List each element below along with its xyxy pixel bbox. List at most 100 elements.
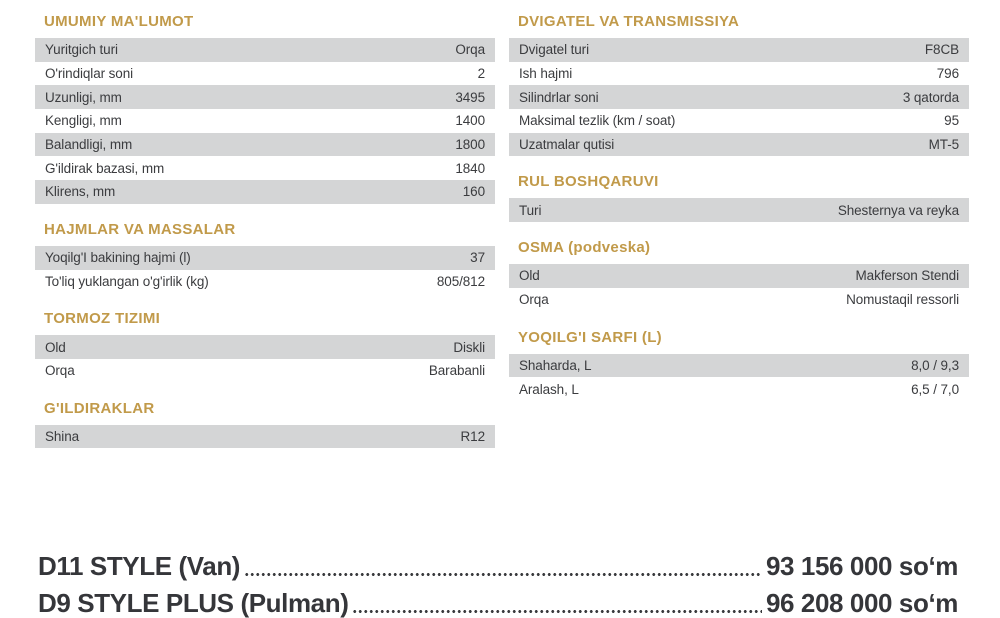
spec-row: Ish hajmi 796: [509, 62, 969, 86]
price-row-d9-style-plus: D9 STYLE PLUS (Pulman) 96 208 000 so‘m: [38, 587, 958, 618]
spec-label: To'liq yuklangan o'g'irlik (kg): [45, 273, 209, 289]
section-title: OSMA (podveska): [518, 239, 651, 257]
spec-label: Aralash, L: [519, 381, 579, 397]
price-list: D11 STYLE (Van) 93 156 000 so‘m D9 STYLE…: [38, 550, 958, 618]
spec-value: 95: [944, 113, 959, 129]
dotted-leader: [244, 572, 762, 577]
section-title: G'ILDIRAKLAR: [44, 399, 155, 417]
spec-value: 3 qatorda: [902, 89, 959, 105]
spec-value: Barabanli: [428, 363, 485, 379]
spec-label: Orqa: [45, 363, 75, 379]
spec-value: Diskli: [453, 339, 485, 355]
spec-label: G'ildirak bazasi, mm: [45, 160, 165, 176]
spec-label: Yoqilg'I bakining hajmi (l): [45, 250, 191, 266]
spec-value: R12: [460, 428, 486, 444]
spec-row: Yoqilg'I bakining hajmi (l) 37: [35, 245, 495, 270]
spec-label: Ish hajmi: [519, 66, 573, 82]
spec-value: 3495: [455, 89, 485, 105]
spec-value: 1800: [455, 137, 485, 153]
spec-table: Shina R12: [35, 424, 495, 449]
spec-label: Klirens, mm: [45, 184, 116, 200]
spec-table: Old Diskli Orqa Barabanli: [35, 335, 495, 382]
spec-row: Dvigatel turi F8CB: [509, 38, 969, 62]
spec-table: Yuritgich turi Orqa O'rindiqlar soni 2 U…: [35, 38, 495, 204]
price-value: 93 156 000 so‘m: [765, 551, 958, 582]
spec-column-right: DVIGATEL VA TRANSMISSIYA Dvigatel turi F…: [509, 13, 969, 448]
section-title: HAJMLAR VA MASSALAR: [44, 220, 236, 238]
spec-row: Shaharda, L 8,0 / 9,3: [509, 353, 969, 378]
spec-label: Kengligi, mm: [45, 113, 122, 129]
spec-label: Uzunligi, mm: [45, 89, 122, 105]
price-model-name: D11 STYLE (Van): [38, 551, 241, 582]
section-title: RUL BOSHQARUVI: [518, 173, 659, 191]
spec-table: Dvigatel turi F8CB Ish hajmi 796 Silindr…: [509, 38, 969, 157]
spec-row: Kengligi, mm 1400: [35, 109, 495, 133]
spec-value: 37: [470, 250, 485, 266]
spec-row: Aralash, L 6,5 / 7,0: [509, 377, 969, 401]
spec-value: MT-5: [928, 137, 959, 153]
spec-label: Old: [519, 268, 540, 284]
spec-row: Orqa Nomustaqil ressorli: [509, 288, 969, 312]
price-row-d11-style-van: D11 STYLE (Van) 93 156 000 so‘m: [38, 550, 958, 581]
spec-row: G'ildirak bazasi, mm 1840: [35, 156, 495, 180]
spec-row: Maksimal tezlik (km / soat) 95: [509, 109, 969, 133]
section-hajmlar-va-massalar: HAJMLAR VA MASSALAR Yoqilg'I bakining ha…: [35, 221, 495, 293]
section-osma-podveska: OSMA (podveska) Old Makferson Stendi Orq…: [509, 239, 969, 311]
spec-label: O'rindiqlar soni: [45, 66, 134, 82]
spec-label: Uzatmalar qutisi: [519, 137, 615, 153]
spec-value: Makferson Stendi: [855, 268, 960, 284]
spec-label: Orqa: [519, 292, 549, 308]
spec-value: 805/812: [436, 273, 485, 289]
spec-table: Shaharda, L 8,0 / 9,3 Aralash, L 6,5 / 7…: [509, 353, 969, 401]
price-model-name: D9 STYLE PLUS (Pulman): [38, 588, 349, 618]
spec-label: Shaharda, L: [519, 357, 592, 373]
section-title: DVIGATEL VA TRANSMISSIYA: [518, 13, 740, 30]
spec-label: Dvigatel turi: [519, 42, 589, 58]
spec-label: Yuritgich turi: [45, 42, 118, 58]
section-title: UMUMIY MA'LUMOT: [44, 13, 194, 30]
spec-table: Old Makferson Stendi Orqa Nomustaqil res…: [509, 264, 969, 311]
spec-value: 2: [477, 66, 486, 82]
spec-row: Balandligi, mm 1800: [35, 132, 495, 157]
spec-row: Silindrlar soni 3 qatorda: [509, 85, 969, 110]
spec-row: Turi Shesternya va reyka: [509, 198, 969, 223]
spec-value: 1400: [455, 113, 485, 129]
spec-label: Silindrlar soni: [519, 89, 599, 105]
spec-value: 160: [462, 184, 485, 200]
spec-table: Yoqilg'I bakining hajmi (l) 37 To'liq yu…: [35, 245, 495, 294]
section-yoqilgi-sarfi: YOQILG'I SARFI (L) Shaharda, L 8,0 / 9,3…: [509, 329, 969, 401]
section-title: YOQILG'I SARFI (L): [518, 328, 662, 346]
spec-row: Klirens, mm 160: [35, 180, 495, 204]
spec-row: Old Makferson Stendi: [509, 264, 969, 288]
spec-row: Old Diskli: [35, 335, 495, 359]
spec-sheet: UMUMIY MA'LUMOT Yuritgich turi Orqa O'ri…: [35, 13, 969, 449]
spec-label: Turi: [519, 202, 542, 218]
section-tormoz-tizimi: TORMOZ TIZIMI Old Diskli Orqa Barabanli: [35, 310, 495, 382]
spec-row: Orqa Barabanli: [35, 359, 495, 383]
spec-label: Old: [45, 339, 66, 355]
section-umumiy-malumot: UMUMIY MA'LUMOT Yuritgich turi Orqa O'ri…: [35, 13, 495, 204]
spec-value: Nomustaqil ressorli: [846, 292, 959, 308]
spec-value: 8,0 / 9,3: [911, 357, 959, 373]
dotted-leader: [352, 609, 762, 614]
spec-label: Balandligi, mm: [45, 137, 133, 153]
spec-label: Maksimal tezlik (km / soat): [519, 113, 676, 129]
spec-row: Uzatmalar qutisi MT-5: [509, 132, 969, 157]
spec-row: To'liq yuklangan o'g'irlik (kg) 805/812: [35, 270, 495, 294]
section-dvigatel-va-transmissiya: DVIGATEL VA TRANSMISSIYA Dvigatel turi F…: [509, 13, 969, 157]
spec-value: 1840: [455, 160, 485, 176]
spec-row: Yuritgich turi Orqa: [35, 38, 495, 62]
spec-row: Uzunligi, mm 3495: [35, 85, 495, 110]
spec-row: O'rindiqlar soni 2: [35, 62, 495, 86]
spec-value: 6,5 / 7,0: [911, 381, 959, 397]
spec-row: Shina R12: [35, 424, 495, 449]
price-value: 96 208 000 so‘m: [765, 588, 958, 618]
spec-label: Shina: [45, 428, 80, 444]
spec-column-left: UMUMIY MA'LUMOT Yuritgich turi Orqa O'ri…: [35, 13, 495, 449]
spec-value: Shesternya va reyka: [837, 202, 959, 218]
section-rul-boshqaruvi: RUL BOSHQARUVI Turi Shesternya va reyka: [509, 173, 969, 223]
section-gildiraklar: G'ILDIRAKLAR Shina R12: [35, 400, 495, 449]
spec-table: Turi Shesternya va reyka: [509, 198, 969, 223]
spec-value: 796: [936, 66, 959, 82]
spec-value: Orqa: [455, 42, 485, 58]
